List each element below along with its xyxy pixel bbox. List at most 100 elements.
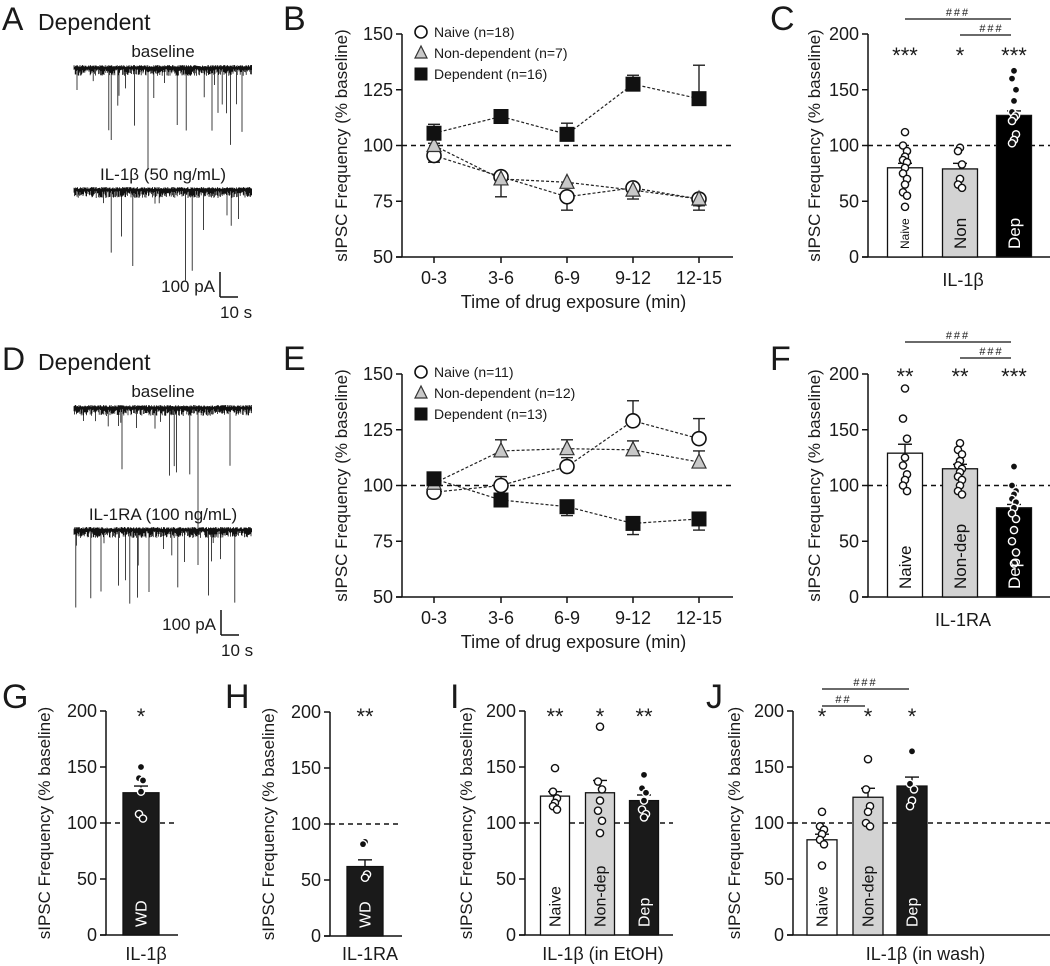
y-tick-label: 0	[849, 247, 859, 267]
individual-data-point	[900, 453, 910, 462]
data-point-triangle	[493, 441, 509, 458]
data-point-triangle	[559, 172, 575, 189]
significance-marker: **	[635, 704, 653, 729]
y-tick-label: 150	[291, 758, 321, 778]
individual-data-point	[595, 828, 605, 838]
legend-circle-icon	[414, 25, 428, 39]
individual-data-point	[1007, 536, 1017, 546]
legend-label: Dependent (n=13)	[434, 406, 547, 422]
significance-marker: ***	[1001, 43, 1027, 68]
legend-label: Dependent (n=16)	[434, 66, 547, 82]
individual-data-point	[597, 785, 607, 794]
data-point-square	[493, 109, 509, 125]
scale-bar-time-label: 10 s	[220, 303, 252, 322]
y-tick-label: 150	[829, 80, 859, 100]
data-point-square	[426, 471, 442, 487]
panel-letter: J	[706, 678, 723, 716]
comparison-label: ###	[979, 23, 1003, 35]
x-tick-label: 12-15	[676, 608, 722, 628]
individual-data-point	[819, 839, 829, 849]
bar-label: Non	[951, 218, 970, 249]
bar-label: Non-dep	[861, 866, 878, 927]
bar-label: Naive	[548, 886, 565, 927]
series-line	[433, 154, 700, 200]
scale-bar-amplitude-label: 100 pA	[161, 277, 216, 296]
individual-data-point	[1009, 462, 1019, 471]
trace-label-drug: IL-1RA (100 ng/mL)	[89, 505, 237, 524]
data-point-square	[625, 515, 641, 531]
baseline-trace	[73, 405, 252, 476]
y-axis-label: sIPSC Frequency (% baseline)	[805, 369, 824, 601]
legend-square-icon	[414, 67, 428, 81]
significance-marker: ***	[1001, 364, 1027, 389]
drug-trace	[73, 187, 252, 281]
y-axis-label: sIPSC Frequency (% baseline)	[725, 707, 744, 939]
individual-data-point	[639, 796, 649, 805]
individual-data-point	[898, 414, 908, 423]
bar-label: WD	[134, 900, 151, 927]
individual-data-point	[548, 787, 558, 796]
x-tick-label: 0-3	[421, 268, 447, 288]
x-axis-label: Time of drug exposure (min)	[461, 292, 686, 312]
bar-label: Naive	[815, 886, 832, 927]
y-tick-label: 50	[839, 191, 859, 211]
panel-letter: F	[770, 340, 791, 378]
individual-data-point	[641, 788, 651, 798]
x-axis-label: IL-1β (in wash)	[866, 944, 985, 964]
individual-data-point	[360, 873, 370, 883]
individual-data-point	[861, 785, 871, 794]
y-tick-label: 125	[363, 420, 393, 440]
legend-triangle-icon	[414, 384, 428, 399]
significance-marker: *	[596, 704, 605, 729]
individual-data-point	[900, 202, 910, 212]
individual-data-point	[595, 722, 605, 731]
y-tick-label: 100	[363, 476, 393, 496]
y-tick-label: 200	[829, 364, 859, 384]
comparison-label: ##	[835, 694, 851, 706]
x-axis-label: Time of drug exposure (min)	[461, 632, 686, 652]
individual-data-point	[957, 183, 967, 193]
data-point-square	[625, 76, 641, 92]
significance-marker: **	[546, 704, 564, 729]
data-point-square	[559, 126, 575, 142]
data-point-circle	[559, 458, 575, 475]
data-point-triangle	[691, 452, 707, 469]
y-tick-label: 50	[373, 587, 393, 607]
individual-data-point	[902, 486, 912, 496]
y-tick-label: 50	[839, 531, 859, 551]
panel-letter: B	[283, 0, 306, 38]
individual-data-point	[898, 481, 908, 490]
individual-data-point	[1011, 514, 1021, 524]
panel-letter: C	[770, 0, 795, 38]
individual-data-point	[639, 770, 649, 780]
x-tick-label: 9-12	[615, 268, 651, 288]
individual-data-point	[957, 490, 967, 499]
y-tick-label: 150	[363, 24, 393, 44]
data-point-triangle	[691, 189, 707, 206]
x-axis-label: IL-1β	[942, 270, 983, 290]
data-point-triangle	[559, 439, 575, 456]
y-tick-label: 200	[754, 701, 784, 721]
x-tick-label: 3-6	[488, 608, 514, 628]
y-tick-label: 125	[363, 80, 393, 100]
individual-data-point	[900, 180, 910, 189]
individual-data-point	[902, 191, 912, 200]
x-tick-label: 6-9	[554, 268, 580, 288]
significance-marker: *	[818, 704, 827, 729]
y-tick-label: 75	[373, 191, 393, 211]
significance-marker: *	[137, 704, 146, 729]
individual-data-point	[1011, 548, 1021, 557]
comparison-label: ###	[853, 677, 877, 689]
individual-data-point	[1009, 96, 1019, 106]
significance-marker: *	[956, 43, 965, 68]
y-tick-label: 150	[67, 757, 97, 777]
panel-letter: I	[450, 678, 459, 716]
y-tick-label: 200	[67, 701, 97, 721]
individual-data-point	[593, 806, 603, 815]
individual-data-point	[817, 807, 827, 817]
y-tick-label: 200	[829, 24, 859, 44]
y-tick-label: 200	[291, 702, 321, 722]
individual-data-point	[593, 777, 603, 786]
individual-data-point	[639, 813, 649, 822]
y-tick-label: 50	[301, 870, 321, 890]
